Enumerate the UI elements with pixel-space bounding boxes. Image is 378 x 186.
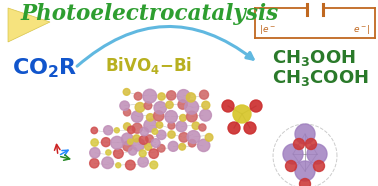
Circle shape — [313, 161, 324, 171]
Circle shape — [177, 90, 190, 102]
FancyArrowPatch shape — [77, 26, 253, 66]
Circle shape — [145, 143, 152, 150]
Circle shape — [138, 157, 148, 167]
Polygon shape — [8, 8, 50, 42]
Circle shape — [132, 111, 143, 122]
Circle shape — [187, 131, 200, 143]
Circle shape — [307, 144, 327, 164]
Circle shape — [144, 119, 157, 132]
Circle shape — [154, 102, 166, 114]
Circle shape — [127, 126, 135, 134]
Circle shape — [199, 124, 206, 131]
Circle shape — [123, 89, 130, 95]
Circle shape — [178, 100, 187, 109]
Circle shape — [158, 145, 165, 152]
Circle shape — [168, 131, 175, 138]
Circle shape — [124, 123, 131, 130]
Circle shape — [152, 129, 158, 134]
Circle shape — [101, 138, 110, 147]
Text: $\mathbf{CO_2R}$: $\mathbf{CO_2R}$ — [12, 56, 77, 80]
Text: $\mathbf{CH_3OOH}$: $\mathbf{CH_3OOH}$ — [272, 48, 356, 68]
Circle shape — [135, 102, 145, 112]
Circle shape — [149, 149, 158, 158]
Circle shape — [90, 148, 100, 158]
Circle shape — [116, 163, 121, 168]
Circle shape — [146, 114, 154, 121]
Circle shape — [150, 161, 158, 169]
Circle shape — [129, 147, 137, 155]
Text: $\mathbf{BiVO_4}$$\mathbf{-Bi}$: $\mathbf{BiVO_4}$$\mathbf{-Bi}$ — [104, 54, 192, 76]
Circle shape — [200, 109, 211, 121]
Circle shape — [167, 91, 176, 100]
Circle shape — [158, 93, 165, 100]
Text: Photoelectrocatalysis: Photoelectrocatalysis — [21, 3, 279, 25]
Circle shape — [128, 139, 133, 144]
Circle shape — [295, 124, 315, 144]
Circle shape — [104, 126, 113, 135]
Circle shape — [106, 150, 111, 155]
Circle shape — [124, 109, 131, 116]
Circle shape — [176, 121, 187, 132]
Circle shape — [123, 141, 133, 151]
Circle shape — [295, 161, 315, 181]
Circle shape — [168, 122, 175, 129]
Circle shape — [293, 139, 305, 150]
Circle shape — [228, 122, 240, 134]
Text: $\mathbf{CH_3COOH}$: $\mathbf{CH_3COOH}$ — [272, 68, 369, 88]
Circle shape — [113, 149, 123, 158]
Circle shape — [114, 128, 119, 133]
Circle shape — [185, 100, 198, 114]
Text: $e^-|$: $e^-|$ — [353, 23, 371, 36]
Circle shape — [233, 105, 251, 123]
Circle shape — [186, 111, 197, 122]
Circle shape — [283, 144, 303, 164]
Circle shape — [156, 122, 163, 128]
Circle shape — [205, 134, 213, 141]
Circle shape — [285, 161, 296, 171]
Text: $|e^-$: $|e^-$ — [259, 23, 276, 36]
Circle shape — [143, 89, 156, 103]
Circle shape — [299, 179, 310, 186]
Circle shape — [156, 130, 166, 140]
Circle shape — [102, 157, 113, 169]
Circle shape — [197, 139, 210, 152]
Circle shape — [133, 135, 140, 142]
Circle shape — [146, 135, 153, 142]
Circle shape — [188, 140, 196, 147]
Circle shape — [121, 133, 133, 145]
Circle shape — [144, 102, 152, 110]
Circle shape — [153, 111, 164, 121]
Circle shape — [90, 159, 99, 168]
Circle shape — [140, 127, 149, 136]
Circle shape — [165, 110, 177, 123]
Circle shape — [91, 127, 98, 134]
Circle shape — [200, 90, 209, 99]
Circle shape — [168, 141, 178, 151]
Circle shape — [186, 93, 195, 102]
Circle shape — [125, 160, 135, 170]
Circle shape — [151, 139, 160, 147]
Circle shape — [132, 138, 145, 151]
Circle shape — [305, 139, 316, 150]
Circle shape — [179, 143, 186, 150]
Circle shape — [139, 136, 148, 144]
Circle shape — [192, 122, 200, 129]
Circle shape — [250, 100, 262, 112]
Circle shape — [166, 101, 173, 108]
Circle shape — [132, 123, 142, 133]
Circle shape — [202, 101, 210, 109]
Circle shape — [111, 136, 124, 149]
Circle shape — [180, 115, 186, 121]
Circle shape — [91, 139, 98, 146]
Circle shape — [222, 100, 234, 112]
Circle shape — [179, 133, 189, 142]
Circle shape — [244, 122, 256, 134]
Circle shape — [139, 150, 146, 157]
Circle shape — [120, 101, 129, 110]
Circle shape — [134, 92, 142, 100]
